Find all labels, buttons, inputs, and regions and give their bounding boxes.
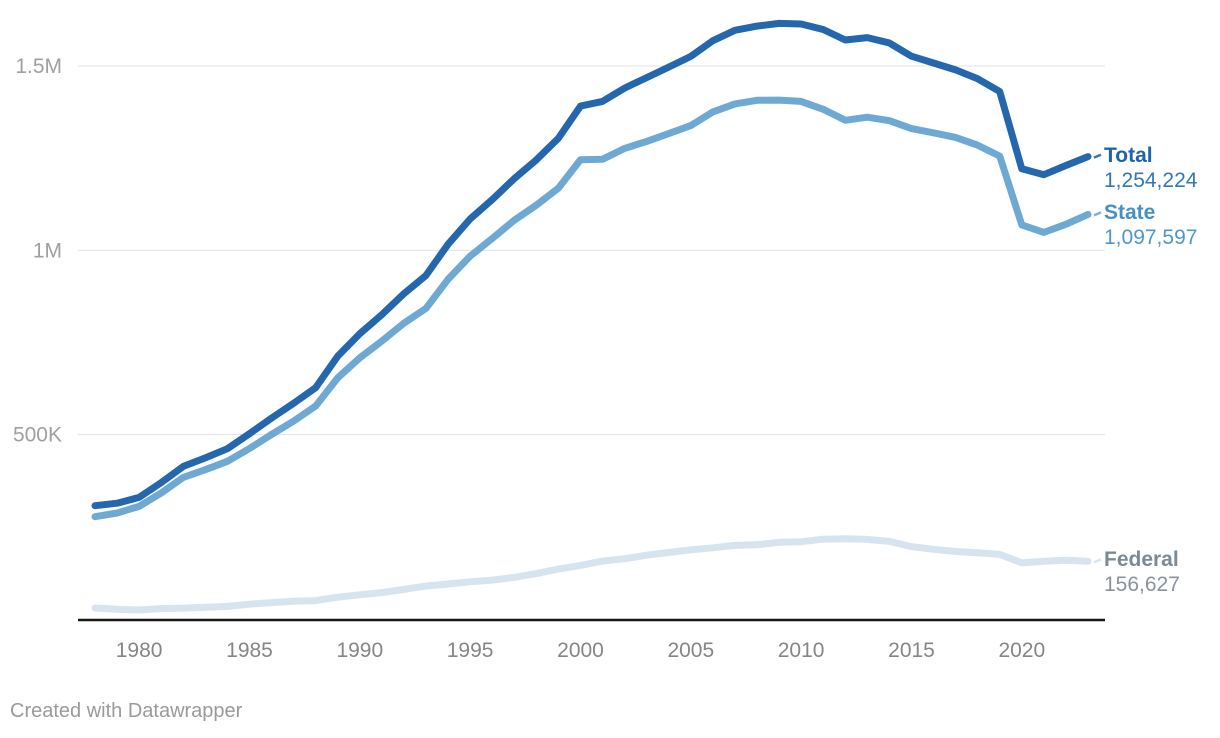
y-tick-label: 500K [13, 424, 62, 447]
label-connector-total [1093, 153, 1102, 159]
x-tick-label: 1985 [226, 639, 273, 662]
x-tick-label: 2020 [998, 639, 1045, 662]
x-tick-label: 2005 [667, 639, 714, 662]
series-value-total: 1,254,224 [1104, 169, 1198, 192]
line-label-federal: Federal 156,627 [1104, 547, 1180, 597]
y-tick-label: 1M [33, 239, 62, 262]
label-connector-federal [1093, 558, 1102, 564]
x-tick-label: 1980 [116, 639, 163, 662]
series-line-total [91, 19, 1092, 510]
x-tick-label: 1995 [447, 639, 494, 662]
series-line-federal [91, 535, 1092, 614]
x-tick-label: 2000 [557, 639, 604, 662]
series-name-state: State [1104, 201, 1156, 224]
label-connector-state [1093, 211, 1102, 217]
x-tick-label: 2010 [778, 639, 825, 662]
series-name-federal: Federal [1104, 548, 1179, 571]
x-tick-label: 2015 [888, 639, 935, 662]
datawrapper-credit[interactable]: Created with Datawrapper [10, 700, 243, 722]
line-label-total: Total 1,254,224 [1104, 143, 1197, 193]
series-line-state [91, 96, 1092, 521]
series-value-federal: 156,627 [1104, 573, 1180, 596]
series-name-total: Total [1104, 144, 1153, 167]
series-value-state: 1,097,597 [1104, 226, 1198, 249]
x-tick-label: 1990 [336, 639, 383, 662]
line-label-state: State 1,097,597 [1104, 200, 1197, 250]
y-tick-label: 1.5M [15, 55, 62, 78]
